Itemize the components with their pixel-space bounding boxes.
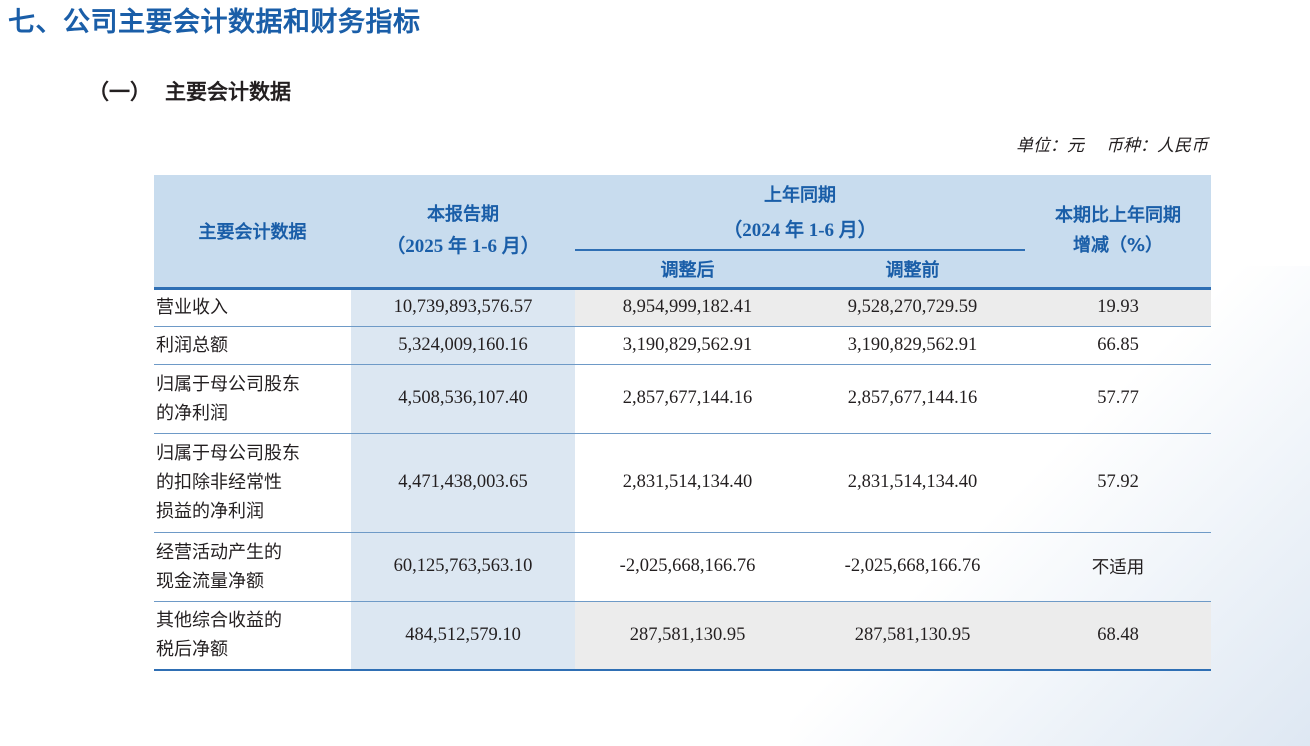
row-label: 营业收入 xyxy=(154,286,351,327)
cell-current: 60,125,763,563.10 xyxy=(351,532,575,602)
unit-label: 单位：元 xyxy=(1016,136,1084,156)
cell-change: 66.85 xyxy=(1025,326,1212,365)
cell-change: 19.93 xyxy=(1025,286,1212,327)
subsection-heading: （一） 主要会计数据 xyxy=(88,76,305,106)
row-label-line: 的净利润 xyxy=(156,402,228,424)
unit-note: 单位：元 币种：人民币 xyxy=(1016,131,1208,156)
cell-prior-adjusted: 2,831,514,134.40 xyxy=(575,433,800,533)
cell-change: 68.48 xyxy=(1025,601,1212,671)
cell-prior-unadjusted: 2,831,514,134.40 xyxy=(800,433,1026,533)
row-label-line: 归属于母公司股东 xyxy=(156,373,300,395)
cell-prior-unadjusted: 3,190,829,562.91 xyxy=(800,326,1026,365)
table-row: 归属于母公司股东 的扣除非经常性 损益的净利润 4,471,438,003.65… xyxy=(154,433,1212,533)
row-label-line: 现金流量净额 xyxy=(156,570,264,592)
row-label-line: 损益的净利润 xyxy=(156,501,264,522)
table-row: 经营活动产生的 现金流量净额 60,125,763,563.10 -2,025,… xyxy=(154,532,1212,602)
row-label-line: 其他综合收益的 xyxy=(156,610,282,632)
cell-prior-unadjusted: 287,581,130.95 xyxy=(800,601,1026,671)
cell-prior-adjusted: 287,581,130.95 xyxy=(575,601,800,671)
cell-change: 不适用 xyxy=(1025,532,1212,602)
cell-prior-adjusted: 2,857,677,144.16 xyxy=(575,364,800,434)
cell-prior-adjusted: 8,954,999,182.41 xyxy=(575,286,800,327)
header-prior-title: 上年同期 xyxy=(764,185,836,206)
row-label-line: 的扣除非经常性 xyxy=(156,472,282,493)
row-label-line: 税后净额 xyxy=(156,639,228,661)
accounting-data-table: 主要会计数据 本报告期 （2025 年 1-6 月） 上年同期 （2024 年 … xyxy=(154,175,1212,671)
row-label: 归属于母公司股东 的净利润 xyxy=(154,364,351,434)
cell-prior-unadjusted: -2,025,668,166.76 xyxy=(800,532,1026,602)
cell-prior-unadjusted: 9,528,270,729.59 xyxy=(800,286,1026,327)
header-prior: 上年同期 （2024 年 1-6 月） xyxy=(575,175,1026,251)
subsection-number: （一） xyxy=(88,80,151,104)
cell-prior-unadjusted: 2,857,677,144.16 xyxy=(800,364,1026,434)
header-change-line2: 增减（%） xyxy=(1072,234,1164,256)
subsection-title: 主要会计数据 xyxy=(165,80,291,104)
cell-prior-adjusted: 3,190,829,562.91 xyxy=(575,326,800,365)
cell-current: 4,508,536,107.40 xyxy=(351,364,575,434)
table-row: 归属于母公司股东 的净利润 4,508,536,107.40 2,857,677… xyxy=(154,364,1212,434)
row-label: 利润总额 xyxy=(154,326,351,365)
header-current-period: （2025 年 1-6 月） xyxy=(386,235,540,257)
table-row: 利润总额 5,324,009,160.16 3,190,829,562.91 3… xyxy=(154,326,1212,365)
cell-change: 57.92 xyxy=(1025,433,1212,533)
cell-current: 5,324,009,160.16 xyxy=(351,326,575,365)
section-title: 七、公司主要会计数据和财务指标 xyxy=(8,7,421,38)
table-row: 其他综合收益的 税后净额 484,512,579.10 287,581,130.… xyxy=(154,601,1212,671)
header-prior-period: （2024 年 1-6 月） xyxy=(723,220,877,241)
row-label: 其他综合收益的 税后净额 xyxy=(154,601,351,671)
cell-current: 10,739,893,576.57 xyxy=(351,286,575,327)
header-change: 本期比上年同期 增减（%） xyxy=(1025,175,1212,288)
cell-prior-adjusted: -2,025,668,166.76 xyxy=(575,532,800,602)
row-label: 归属于母公司股东 的扣除非经常性 损益的净利润 xyxy=(154,433,351,533)
currency-label: 币种：人民币 xyxy=(1106,136,1208,156)
row-label-line: 经营活动产生的 xyxy=(156,541,282,563)
row-label: 经营活动产生的 现金流量净额 xyxy=(154,532,351,602)
row-label-line: 归属于母公司股东 xyxy=(156,443,300,464)
cell-current: 4,471,438,003.65 xyxy=(351,433,575,533)
header-prior-unadjusted: 调整前 xyxy=(800,250,1026,288)
header-change-line1: 本期比上年同期 xyxy=(1055,204,1182,226)
header-current: 本报告期 （2025 年 1-6 月） xyxy=(351,175,575,288)
header-current-title: 本报告期 xyxy=(427,203,499,225)
header-prior-adjusted: 调整后 xyxy=(575,250,800,288)
cell-change: 57.77 xyxy=(1025,364,1212,434)
table-row: 营业收入 10,739,893,576.57 8,954,999,182.41 … xyxy=(154,286,1212,327)
header-item: 主要会计数据 xyxy=(154,175,351,288)
cell-current: 484,512,579.10 xyxy=(351,601,575,671)
